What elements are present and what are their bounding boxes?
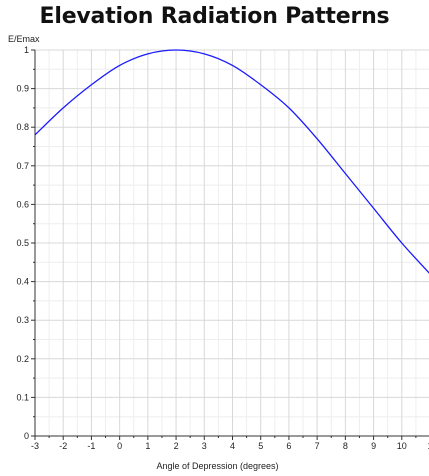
y-axis-label: E/Emax bbox=[8, 34, 40, 44]
x-tick-label: 5 bbox=[258, 441, 263, 451]
y-tick-label: 0.1 bbox=[16, 392, 29, 402]
axes bbox=[34, 50, 429, 437]
x-tick-label: 2 bbox=[174, 441, 179, 451]
x-tick-label: 3 bbox=[202, 441, 207, 451]
y-tick-label: 0.8 bbox=[16, 122, 29, 132]
x-tick-label: 6 bbox=[286, 441, 291, 451]
x-tick-label: 4 bbox=[230, 441, 235, 451]
grid-lines bbox=[34, 49, 429, 437]
x-tick-label: -1 bbox=[87, 441, 95, 451]
x-tick-label: -3 bbox=[31, 441, 39, 451]
y-tick-label: 0.4 bbox=[16, 277, 29, 287]
y-tick-labels: 0 0.1 0.2 0.3 0.4 0.5 0.6 0.7 0.8 0.9 1 bbox=[16, 45, 29, 441]
axis-ticks bbox=[31, 49, 417, 440]
y-tick-label: 0.9 bbox=[16, 84, 29, 94]
y-tick-label: 0.3 bbox=[16, 315, 29, 325]
x-tick-label: 10 bbox=[397, 441, 407, 451]
series-line bbox=[34, 49, 429, 274]
x-tick-label: 7 bbox=[315, 441, 320, 451]
x-tick-label: -2 bbox=[59, 441, 67, 451]
x-tick-label: 9 bbox=[371, 441, 376, 451]
x-tick-label: 8 bbox=[343, 441, 348, 451]
y-tick-label: 0.7 bbox=[16, 161, 29, 171]
x-tick-label: 1 bbox=[427, 441, 429, 451]
series-group bbox=[34, 49, 429, 274]
y-tick-label: 0.5 bbox=[16, 238, 29, 248]
chart-title: Elevation Radiation Patterns bbox=[39, 4, 390, 29]
x-tick-labels: -3 -2 -1 0 1 2 3 4 5 6 7 8 9 10 1 bbox=[31, 441, 429, 451]
y-tick-label: 1 bbox=[24, 45, 29, 55]
x-tick-label: 1 bbox=[145, 441, 150, 451]
y-tick-label: 0.6 bbox=[16, 199, 29, 209]
y-tick-label: 0.2 bbox=[16, 354, 29, 364]
y-tick-label: 0 bbox=[24, 431, 29, 441]
x-tick-label: 0 bbox=[117, 441, 122, 451]
x-axis-label: Angle of Depression (degrees) bbox=[156, 461, 278, 471]
